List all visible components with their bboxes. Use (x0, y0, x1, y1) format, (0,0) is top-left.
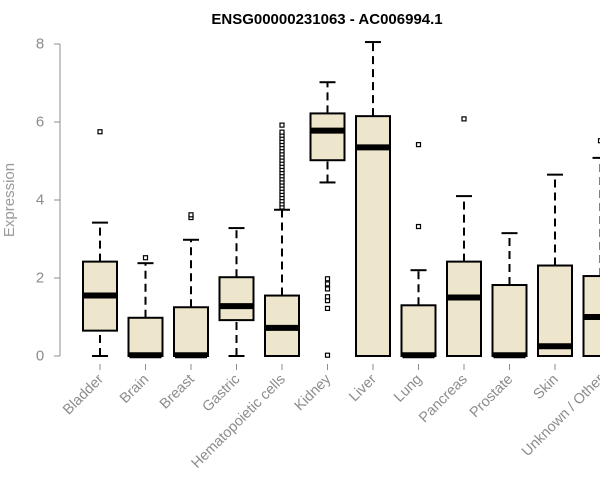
box-group (127, 255, 164, 359)
x-tick-label: Breast (157, 372, 198, 413)
x-tick-label: Lung (391, 372, 425, 406)
outlier-point (324, 352, 331, 358)
chart-title: ENSG00000231063 - AC006994.1 (211, 11, 442, 28)
y-axis-label: Expression (1, 163, 18, 237)
y-axis: 0 2 4 6 8 (36, 36, 61, 365)
box-group (173, 212, 209, 359)
box-group (400, 142, 437, 359)
x-tick-label: Bladder (60, 371, 107, 418)
y-tick-label: 6 (36, 114, 44, 131)
outlier-point (324, 281, 331, 287)
iqr-box (491, 284, 528, 357)
outlier-point (279, 122, 285, 128)
x-tick-label: Gastric (200, 372, 244, 416)
outlier-point (97, 129, 103, 135)
iqr-box (400, 304, 437, 357)
x-tick-label: Kidney (292, 371, 335, 414)
y-tick-label: 2 (36, 270, 44, 287)
outlier-point (415, 223, 422, 230)
box-group (446, 116, 482, 357)
iqr-box (355, 115, 391, 358)
outlier-point (324, 276, 331, 282)
outlier-point (415, 142, 422, 148)
y-tick-label: 4 (36, 192, 44, 209)
iqr-box (446, 260, 482, 357)
box-group (264, 122, 300, 357)
outlier-point (279, 129, 285, 135)
box-group (537, 173, 573, 357)
outlier-point (324, 286, 331, 292)
box-group (82, 129, 118, 357)
outlier-point (597, 138, 600, 144)
outlier-point (324, 305, 331, 312)
x-tick-label: Brain (117, 372, 152, 407)
outlier-point (142, 255, 149, 261)
outlier-point (188, 212, 194, 218)
boxes-layer (82, 41, 600, 359)
outlier-point (324, 294, 331, 300)
box-group (582, 138, 600, 357)
outlier-point (461, 116, 467, 122)
iqr-box (537, 264, 573, 357)
y-tick-label: 0 (36, 348, 44, 365)
iqr-box (173, 306, 209, 357)
iqr-box (218, 276, 255, 322)
x-tick-label: Liver (346, 371, 380, 405)
box-group (218, 227, 255, 357)
x-tick-label: Pancreas (416, 372, 471, 427)
x-tick-label: Skin (531, 372, 562, 403)
box-group (355, 41, 391, 358)
box-group (491, 232, 528, 359)
box-group (309, 81, 346, 358)
y-tick-label: 8 (36, 36, 44, 53)
iqr-box (127, 316, 164, 357)
x-tick-label: Prostate (467, 372, 516, 421)
iqr-box (309, 112, 346, 162)
